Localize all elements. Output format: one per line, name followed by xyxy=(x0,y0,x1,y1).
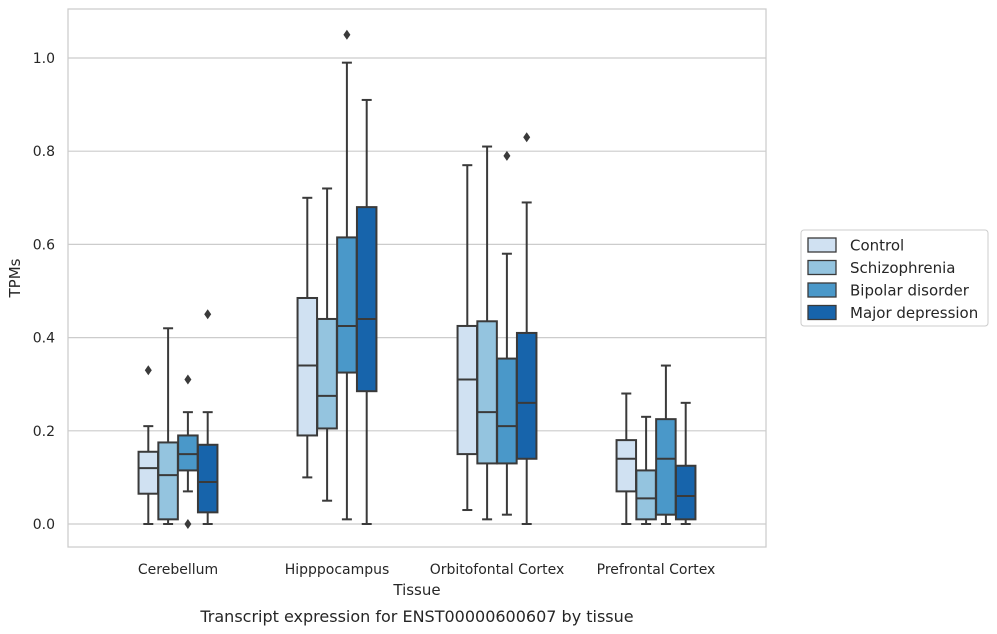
box-iqr xyxy=(515,331,538,460)
legend-frame xyxy=(800,229,989,327)
legend-swatch xyxy=(807,259,837,276)
box-iqr xyxy=(296,296,319,437)
series-major-depression xyxy=(196,98,697,525)
x-tick-labels: Cerebellum Hipppocampus Orbitofontal Corte… xyxy=(138,562,715,578)
x-tick-label: Prefrontal Cortex xyxy=(597,562,716,578)
box-plot xyxy=(296,196,319,479)
box-plot xyxy=(655,364,677,525)
y-tick-label: 0.4 xyxy=(33,331,55,347)
box-plot xyxy=(456,164,479,512)
box-iqr xyxy=(456,324,479,456)
legend-label: Control xyxy=(850,237,904,255)
box-iqr xyxy=(674,464,697,521)
box-plot xyxy=(635,415,657,525)
box-plot xyxy=(137,365,160,525)
legend-item: Schizophrenia xyxy=(807,259,955,277)
legend-item: Bipolar disorder xyxy=(807,282,970,300)
x-tick-label: Orbitofontal Cortex xyxy=(430,562,565,578)
box-iqr xyxy=(476,320,498,465)
outlier-point xyxy=(184,519,192,529)
outlier-point xyxy=(523,132,531,143)
x-tick-label: Cerebellum xyxy=(138,562,218,578)
box-iqr xyxy=(177,434,199,472)
box-plot xyxy=(157,327,179,525)
legend-label: Schizophrenia xyxy=(850,259,955,277)
box-iqr xyxy=(615,439,638,493)
box-iqr xyxy=(157,441,179,521)
y-tick-labels: 0.0 0.2 0.4 0.6 0.8 1.0 xyxy=(33,51,55,533)
plot-area-frame xyxy=(67,8,767,548)
y-tick-label: 1.0 xyxy=(33,51,55,67)
legend-label: Bipolar disorder xyxy=(850,282,970,300)
box-plot xyxy=(515,132,538,525)
box-iqr xyxy=(635,469,657,521)
outlier-point xyxy=(503,150,511,161)
box-iqr xyxy=(137,450,160,495)
y-axis-title: TPMs xyxy=(6,258,24,298)
legend-item: Major depression xyxy=(807,304,978,322)
box-plot xyxy=(674,401,697,525)
box-iqr xyxy=(336,236,358,374)
series-schizophrenia xyxy=(157,145,657,525)
legend-swatch xyxy=(807,282,837,298)
chart-caption: Transcript expression for ENST0000060060… xyxy=(199,607,633,626)
outlier-point xyxy=(343,29,351,40)
series-bipolar-disorder xyxy=(177,29,677,529)
y-tick-label: 0.2 xyxy=(33,424,55,440)
box-plot xyxy=(496,150,518,516)
box-plot xyxy=(336,29,358,521)
legend-item: Control xyxy=(807,237,904,255)
outlier-point xyxy=(144,365,152,376)
y-tick-label: 0.8 xyxy=(33,144,55,160)
box-iqr xyxy=(496,357,518,465)
legend-swatch xyxy=(807,304,837,321)
box-plot xyxy=(196,309,219,525)
outlier-point xyxy=(204,309,212,320)
legend-swatch xyxy=(807,237,837,253)
box-iqr xyxy=(196,443,219,514)
series-control xyxy=(137,164,638,525)
box-plot xyxy=(355,98,378,525)
outlier-point xyxy=(184,374,192,385)
box-groups xyxy=(137,29,697,529)
box-iqr xyxy=(655,418,677,516)
legend-label: Major depression xyxy=(850,304,978,322)
box-iqr xyxy=(316,317,338,430)
box-plot xyxy=(177,374,199,529)
box-iqr xyxy=(355,206,378,393)
y-tick-label: 0.6 xyxy=(33,237,55,253)
x-axis-title: Tissue xyxy=(392,581,440,599)
legend: Control Schizophrenia Bipolar disorder Majo… xyxy=(800,229,989,327)
y-tick-label: 0.0 xyxy=(33,517,55,533)
x-tick-label: Hipppocampus xyxy=(285,562,390,578)
box-plot xyxy=(615,392,638,525)
box-plot xyxy=(476,145,498,521)
box-plot xyxy=(316,187,338,502)
